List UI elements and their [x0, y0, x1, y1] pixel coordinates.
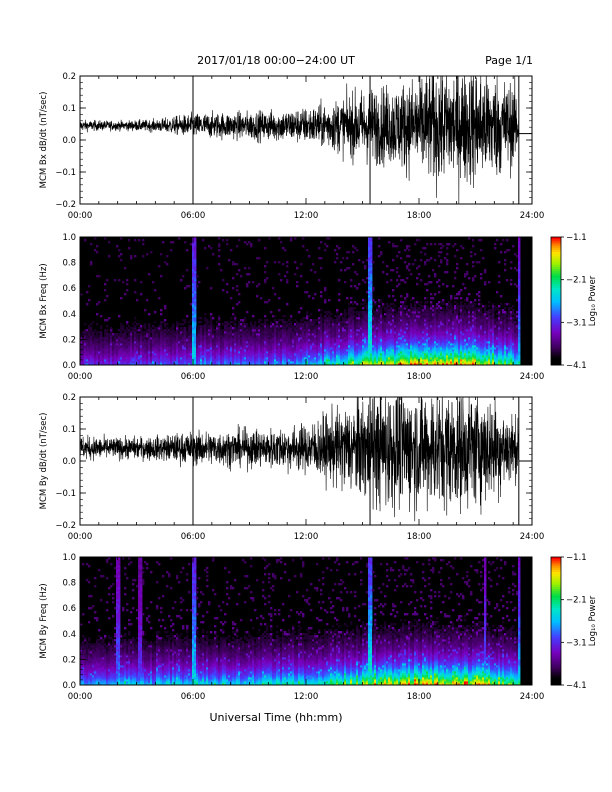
- colorbar: −1.1 −2.1 −3.1 −4.1 Log₁₀ Power: [550, 233, 598, 371]
- x-tick-label: 00:00: [68, 532, 93, 542]
- colorbar-label: Log₁₀ Power: [588, 595, 598, 646]
- colorbar-tick-label: −3.1: [566, 638, 587, 648]
- y-axis-label: MCM Bx Freq (Hz): [39, 263, 49, 338]
- y-axis-label: MCM By dB/dt (nT/sec): [39, 413, 49, 510]
- y-tick-label: −0.1: [55, 489, 76, 499]
- spectrogram-panel-4: −1.1 −2.1 −3.1 −4.1 Log₁₀ Power 00:00 06:00 12:…: [39, 553, 598, 702]
- x-tick-label: 06:00: [181, 692, 206, 702]
- y-tick-label: 0.4: [62, 630, 76, 640]
- colorbar-frame: [550, 236, 562, 366]
- x-tick-label: 06:00: [181, 372, 206, 382]
- y-tick-label: 0.2: [62, 72, 76, 82]
- y-tick-label: 0.6: [62, 284, 76, 294]
- spectrogram-cells: [80, 237, 521, 366]
- y-tick-label: 0.1: [62, 104, 76, 114]
- waveform-trace: [80, 76, 520, 204]
- colorbar: −1.1 −2.1 −3.1 −4.1 Log₁₀ Power: [550, 553, 598, 691]
- x-tick-label: 12:00: [294, 211, 319, 221]
- panels: 00:00 06:00 12:00 18:00 24:00 0.2 0.1 0.0 −0.1 −0…: [39, 72, 598, 702]
- y-tick-label: −0.2: [55, 200, 76, 210]
- colorbar-tick-label: −4.1: [566, 681, 587, 691]
- timeseries-panel-1: 00:00 06:00 12:00 18:00 24:00 0.2 0.1 0.0 −0.1 −0…: [39, 72, 545, 221]
- y-tick-label: 0.0: [62, 681, 76, 691]
- y-tick-label: 0.2: [62, 393, 76, 403]
- y-tick-label: 0.0: [62, 361, 76, 371]
- x-tick-label: 24:00: [520, 211, 545, 221]
- spectrogram-panel-2: −1.1 −2.1 −3.1 −4.1 Log₁₀ Power 00:00 06:00 12:…: [39, 233, 598, 382]
- y-tick-label: 0.2: [62, 655, 76, 665]
- y-tick-label: 1.0: [62, 553, 76, 563]
- timeseries-panel-3: 00:00 06:00 12:00 18:00 24:00 0.2 0.1 0.0 −0.1 −0…: [39, 393, 545, 542]
- x-tick-label: 00:00: [68, 372, 93, 382]
- x-tick-label: 06:00: [181, 211, 206, 221]
- y-axis-label: MCM Bx dB/dt (nT/sec): [39, 92, 49, 189]
- x-tick-label: 24:00: [520, 532, 545, 542]
- y-tick-label: 0.4: [62, 310, 76, 320]
- page-number: Page 1/1: [485, 54, 533, 67]
- x-tick-label: 18:00: [407, 372, 432, 382]
- y-tick-label: 0.8: [62, 579, 76, 589]
- x-tick-label: 24:00: [520, 692, 545, 702]
- colorbar-tick-label: −2.1: [566, 596, 587, 606]
- y-tick-label: 0.2: [62, 335, 76, 345]
- colorbar-tick-label: −1.1: [566, 233, 587, 243]
- waveform-trace: [80, 397, 520, 522]
- x-tick-label: 18:00: [407, 211, 432, 221]
- y-tick-label: 0.6: [62, 604, 76, 614]
- colorbar-tick-label: −4.1: [566, 361, 587, 371]
- colorbar-tick-label: −2.1: [566, 276, 587, 286]
- x-tick-label: 12:00: [294, 532, 319, 542]
- y-tick-label: 0.1: [62, 425, 76, 435]
- colorbar-tick-label: −1.1: [566, 553, 587, 563]
- y-axis-label: MCM By Freq (Hz): [39, 583, 49, 658]
- colorbar-label: Log₁₀ Power: [588, 275, 598, 326]
- x-tick-label: 18:00: [407, 532, 432, 542]
- x-tick-label: 00:00: [68, 692, 93, 702]
- y-tick-label: −0.2: [55, 521, 76, 531]
- x-tick-label: 12:00: [294, 692, 319, 702]
- y-tick-label: 0.0: [62, 457, 76, 467]
- spectrogram-cells: [80, 557, 521, 686]
- x-axis-title: Universal Time (hh:mm): [210, 711, 343, 724]
- x-tick-label: 06:00: [181, 532, 206, 542]
- colorbar-frame: [550, 556, 562, 686]
- x-tick-label: 24:00: [520, 372, 545, 382]
- y-tick-label: −0.1: [55, 168, 76, 178]
- y-tick-label: 1.0: [62, 233, 76, 243]
- y-tick-label: 0.0: [62, 136, 76, 146]
- x-tick-label: 18:00: [407, 692, 432, 702]
- figure-title: 2017/01/18 00:00−24:00 UT: [197, 54, 355, 67]
- y-tick-label: 0.8: [62, 259, 76, 269]
- colorbar-tick-label: −3.1: [566, 318, 587, 328]
- x-tick-label: 00:00: [68, 211, 93, 221]
- x-tick-label: 12:00: [294, 372, 319, 382]
